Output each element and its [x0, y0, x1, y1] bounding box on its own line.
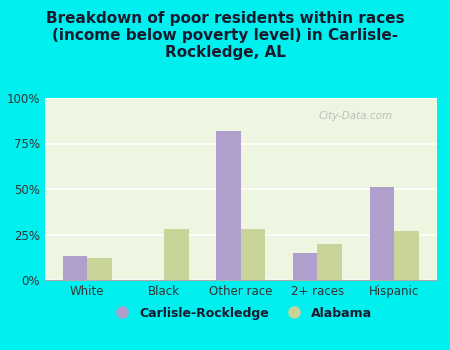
Bar: [369, 187, 394, 280]
Bar: [63, 256, 87, 280]
Text: Breakdown of poor residents within races
(income below poverty level) in Carlisl: Breakdown of poor residents within races…: [46, 10, 404, 60]
Text: City-Data.com: City-Data.com: [319, 111, 393, 121]
Bar: [293, 253, 317, 280]
Bar: [394, 231, 418, 280]
Legend: Carlisle-Rockledge, Alabama: Carlisle-Rockledge, Alabama: [104, 302, 378, 325]
Bar: [241, 229, 266, 280]
Bar: [317, 244, 342, 280]
Bar: [216, 131, 241, 280]
Bar: [164, 229, 189, 280]
Bar: [87, 258, 112, 280]
